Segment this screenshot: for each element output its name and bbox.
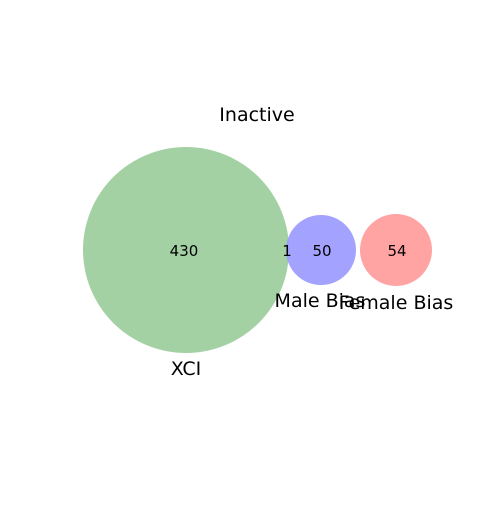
xci-set-label: XCI — [171, 358, 202, 380]
male-bias-circle — [286, 215, 356, 285]
male-bias-set-label: Male Bias — [275, 290, 366, 312]
xci-male-overlap-count: 1 — [282, 242, 292, 260]
female-only-count: 54 — [387, 242, 406, 260]
female-bias-circle — [360, 214, 432, 286]
female-bias-set-label: Female Bias — [339, 292, 454, 314]
xci-circle — [83, 147, 289, 353]
diagram-title: Inactive — [219, 104, 294, 126]
xci-only-count: 430 — [170, 242, 199, 260]
male-only-count: 50 — [312, 242, 331, 260]
